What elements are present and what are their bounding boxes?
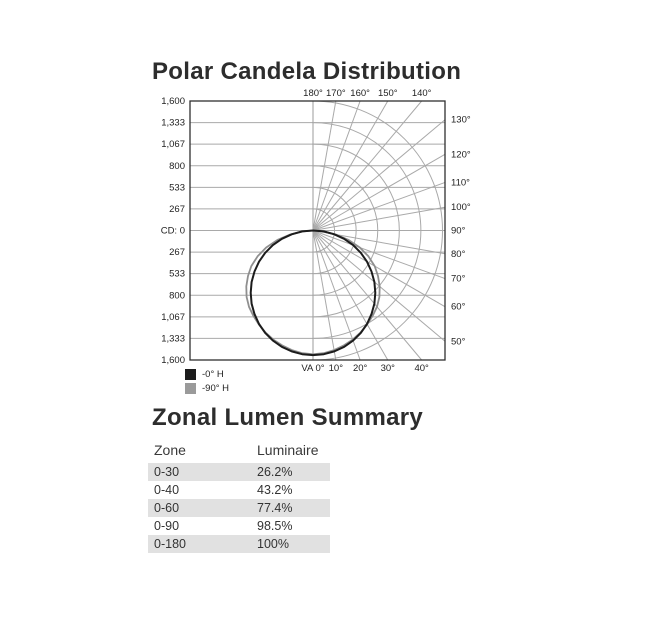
angle-label-top: 160° bbox=[350, 88, 370, 99]
angle-label-right: 100° bbox=[451, 202, 471, 213]
luminaire-cell: 77.4% bbox=[257, 501, 293, 515]
angle-label-right: 110° bbox=[451, 177, 470, 188]
candela-arc bbox=[312, 100, 443, 361]
chart-border bbox=[189, 100, 446, 361]
angle-label-bottom: 30° bbox=[381, 363, 396, 374]
angle-label-top: 180° bbox=[303, 88, 323, 99]
candela-axis-label: 1,067 bbox=[161, 139, 185, 150]
candela-axis-label: 1,333 bbox=[161, 333, 185, 344]
candela-axis-label: 533 bbox=[169, 182, 185, 193]
radial-gridline bbox=[312, 100, 361, 231]
table-row: 0-40 43.2% bbox=[148, 481, 330, 499]
candela-axis-label: 800 bbox=[169, 161, 185, 172]
angle-label-bottom: 20° bbox=[353, 363, 368, 374]
luminaire-cell: 100% bbox=[257, 537, 289, 551]
luminaire-cell: 98.5% bbox=[257, 519, 293, 533]
chart-legend: -0° H -90° H bbox=[185, 367, 229, 395]
radial-gridline bbox=[312, 230, 389, 361]
angle-label-right: 70° bbox=[451, 274, 466, 285]
angle-label-right: 80° bbox=[451, 249, 466, 260]
legend-label-0h: -0° H bbox=[202, 368, 224, 380]
radial-gridline bbox=[312, 153, 446, 231]
zonal-lumen-table: Zone Luminaire 0-30 26.2% 0-40 43.2% 0-6… bbox=[148, 440, 330, 553]
luminaire-cell: 43.2% bbox=[257, 483, 293, 497]
angle-label-bottom: 10° bbox=[329, 363, 344, 374]
candela-axis-label: 1,600 bbox=[161, 96, 185, 107]
angle-label-top: 140° bbox=[412, 88, 432, 99]
angle-label-bottom: VA 0° bbox=[301, 363, 324, 374]
angle-label-right: 50° bbox=[451, 336, 466, 347]
candela-arc bbox=[312, 186, 357, 275]
candela-arc bbox=[312, 165, 379, 296]
radial-gridline bbox=[312, 230, 446, 308]
legend-label-90h: -90° H bbox=[202, 382, 230, 394]
angle-label-right: 90° bbox=[451, 226, 466, 237]
column-header-zone: Zone bbox=[154, 442, 186, 458]
table-row: 0-60 77.4% bbox=[148, 499, 330, 517]
candela-arc bbox=[312, 208, 335, 253]
legend-item-0h: -0° H bbox=[185, 367, 229, 381]
angle-label-top: 170° bbox=[326, 88, 346, 99]
candela-axis-label: 1,600 bbox=[161, 355, 185, 366]
radial-gridline bbox=[312, 230, 423, 361]
candela-arc bbox=[312, 143, 400, 318]
candela-axis-label: 533 bbox=[169, 269, 185, 280]
candela-axis-label: CD: 0 bbox=[161, 226, 185, 237]
angle-label-right: 60° bbox=[451, 302, 466, 313]
zone-cell: 0-180 bbox=[154, 537, 186, 551]
legend-swatch-0h-icon bbox=[185, 368, 196, 380]
candela-axis-label: 267 bbox=[169, 204, 185, 215]
radial-gridline bbox=[312, 230, 446, 280]
column-header-luminaire: Luminaire bbox=[257, 442, 319, 458]
legend-item-90h: -90° H bbox=[185, 381, 229, 395]
angle-label-right: 120° bbox=[451, 149, 471, 160]
zone-cell: 0-30 bbox=[154, 465, 180, 479]
angle-label-right: 130° bbox=[451, 115, 471, 126]
table-row: 0-90 98.5% bbox=[148, 517, 330, 535]
curve-0h bbox=[249, 229, 377, 357]
zone-cell: 0-90 bbox=[154, 519, 180, 533]
candela-axis-label: 267 bbox=[169, 247, 185, 258]
candela-axis-label: 800 bbox=[169, 290, 185, 301]
radial-gridline bbox=[312, 206, 446, 231]
radial-gridline bbox=[312, 230, 361, 361]
radial-gridline bbox=[312, 100, 423, 231]
radial-gridline bbox=[312, 181, 446, 231]
zone-cell: 0-60 bbox=[154, 501, 180, 515]
radial-gridline bbox=[312, 100, 389, 231]
zone-cell: 0-40 bbox=[154, 483, 180, 497]
candela-arc bbox=[312, 122, 422, 339]
angle-label-bottom: 40° bbox=[414, 363, 429, 374]
table-row: 0-30 26.2% bbox=[148, 463, 330, 481]
zonal-summary-title: Zonal Lumen Summary bbox=[152, 404, 424, 431]
table-header-row: Zone Luminaire bbox=[148, 440, 330, 463]
angle-label-top: 150° bbox=[378, 88, 398, 99]
candela-axis-label: 1,067 bbox=[161, 312, 185, 323]
table-row: 0-180 100% bbox=[148, 535, 330, 553]
candela-axis-label: 1,333 bbox=[161, 118, 185, 129]
luminaire-cell: 26.2% bbox=[257, 465, 293, 479]
polar-chart-title: Polar Candela Distribution bbox=[152, 58, 462, 85]
legend-swatch-90h-icon bbox=[185, 382, 196, 394]
